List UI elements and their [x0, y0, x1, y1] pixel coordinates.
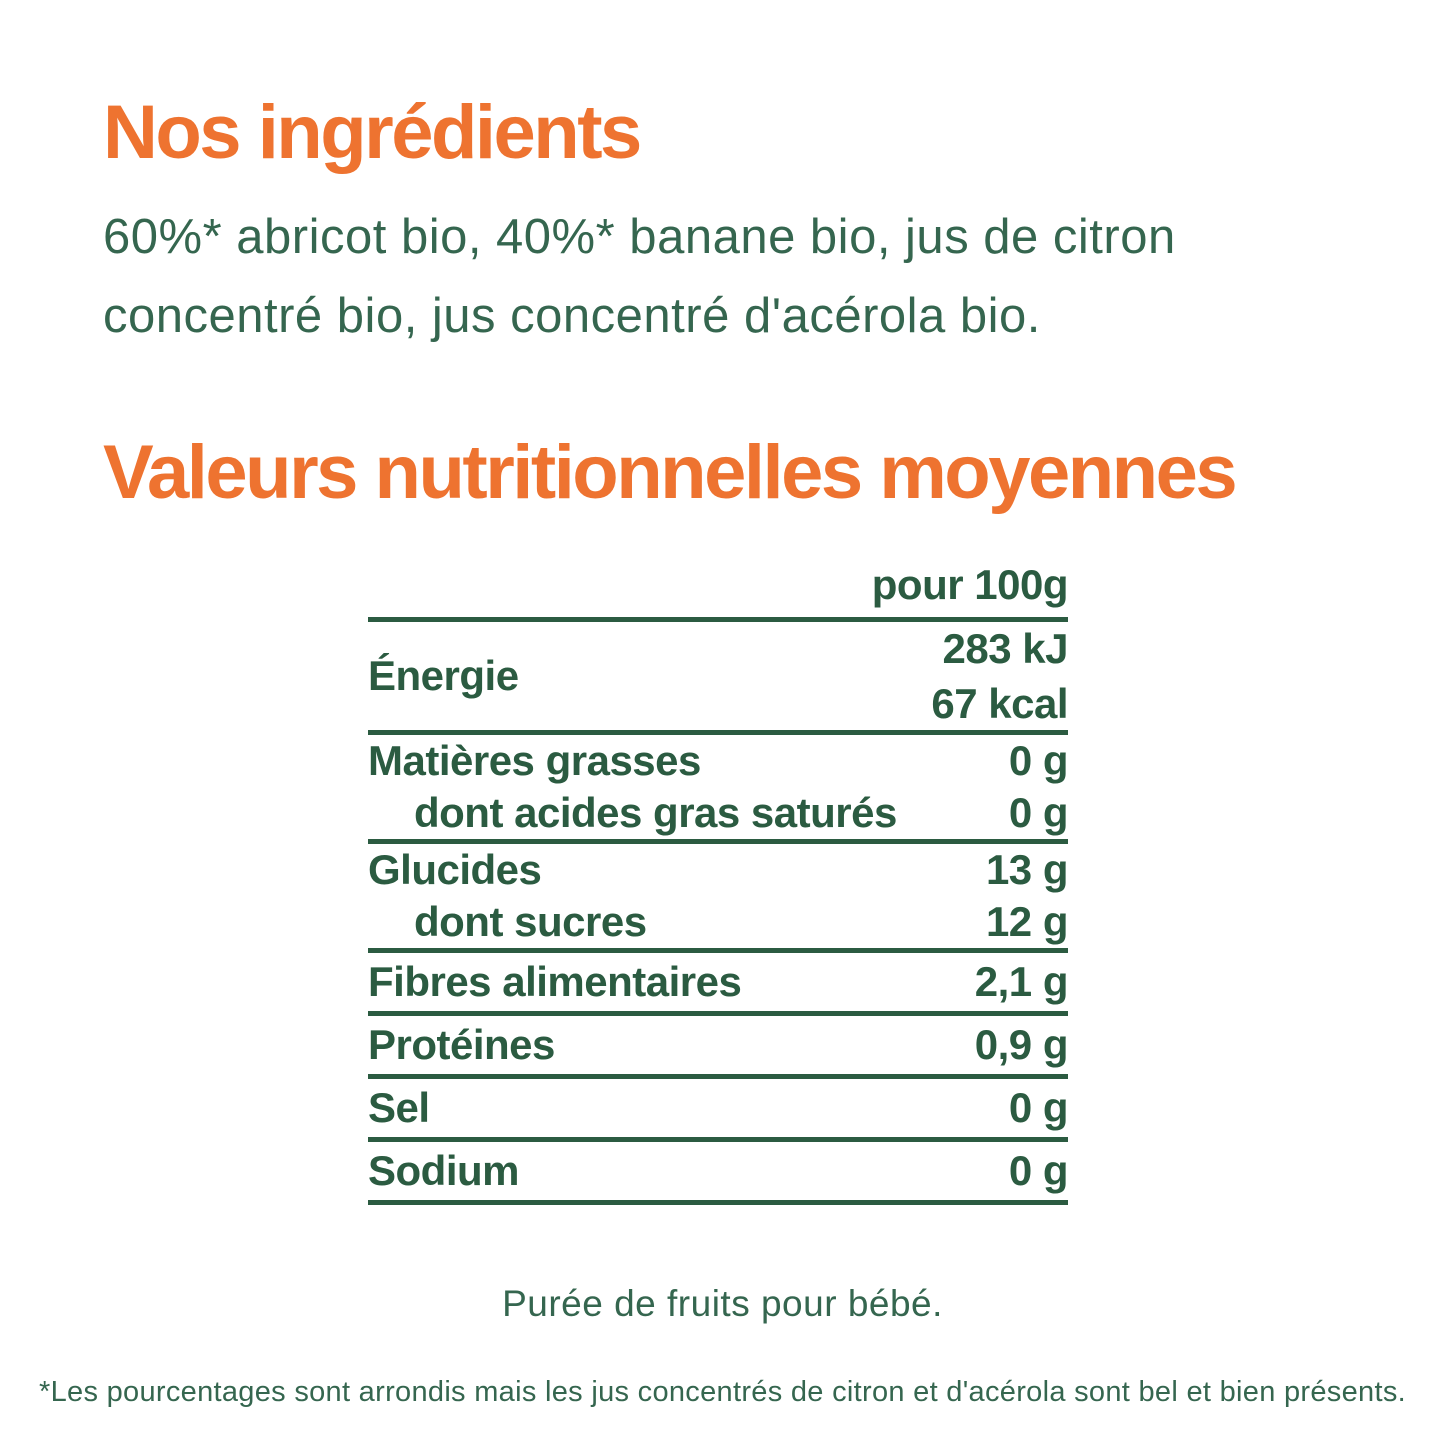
- row-value: 0 g: [1008, 1084, 1069, 1131]
- product-description-caption: Purée de fruits pour bébé.: [502, 1283, 943, 1324]
- row-value: 2,1 g: [974, 958, 1069, 1005]
- row-value: 0,9 g: [974, 1021, 1069, 1068]
- nutrition-row-sel: Sel 0 g: [368, 1079, 1069, 1142]
- table-line: Matières grasses 0 g: [368, 735, 1069, 787]
- table-line: Sel 0 g: [368, 1082, 1069, 1134]
- nutrition-table: pour 100g Énergie 283 kJ 67 kcal Matière…: [368, 552, 1069, 1205]
- row-label: Matières grasses: [368, 737, 701, 784]
- nutrition-row-matieres-grasses: Matières grasses 0 g dont acides gras sa…: [368, 735, 1069, 844]
- nutrition-title: Valeurs nutritionnelles moyennes: [103, 430, 1238, 515]
- row-label: Protéines: [368, 1021, 555, 1068]
- nutrition-row-fibres: Fibres alimentaires 2,1 g: [368, 953, 1069, 1016]
- table-line: Sodium 0 g: [368, 1145, 1069, 1197]
- table-line: Protéines 0,9 g: [368, 1019, 1069, 1071]
- row-value: 0 g: [1008, 1147, 1069, 1194]
- row-value: 13 g: [985, 846, 1069, 893]
- row-label-sub: dont acides gras saturés: [414, 789, 897, 836]
- nutrition-row-proteines: Protéines 0,9 g: [368, 1016, 1069, 1079]
- column-header-per-100g: pour 100g: [871, 560, 1069, 608]
- nutrition-row-energie: Énergie 283 kJ 67 kcal: [368, 621, 1069, 735]
- row-label: Glucides: [368, 846, 542, 893]
- nutrition-row-glucides: Glucides 13 g dont sucres 12 g: [368, 844, 1069, 953]
- energy-kj-value: 283 kJ: [942, 625, 1069, 672]
- row-label: Énergie: [368, 652, 519, 699]
- row-values: 283 kJ 67 kcal: [931, 621, 1068, 731]
- nutrition-row-sodium: Sodium 0 g: [368, 1142, 1069, 1205]
- table-line: dont sucres 12 g: [368, 896, 1069, 948]
- ingredients-title: Nos ingrédients: [103, 90, 642, 175]
- table-header-row: pour 100g: [368, 552, 1069, 622]
- row-label: Sel: [368, 1084, 430, 1131]
- table-line: dont acides gras saturés 0 g: [368, 787, 1069, 839]
- table-line: Fibres alimentaires 2,1 g: [368, 956, 1069, 1008]
- table-line: Glucides 13 g: [368, 844, 1069, 896]
- energy-kcal-value: 67 kcal: [931, 680, 1068, 727]
- row-value: 0 g: [1008, 789, 1069, 836]
- row-value: 12 g: [985, 898, 1069, 945]
- ingredients-text: 60%* abricot bio, 40%* banane bio, jus d…: [103, 210, 1176, 343]
- row-label: Fibres alimentaires: [368, 958, 742, 1005]
- row-label: Sodium: [368, 1147, 520, 1194]
- percentages-footnote: *Les pourcentages sont arrondis mais les…: [39, 1376, 1406, 1408]
- row-value: 0 g: [1008, 737, 1069, 784]
- row-label-sub: dont sucres: [414, 898, 647, 945]
